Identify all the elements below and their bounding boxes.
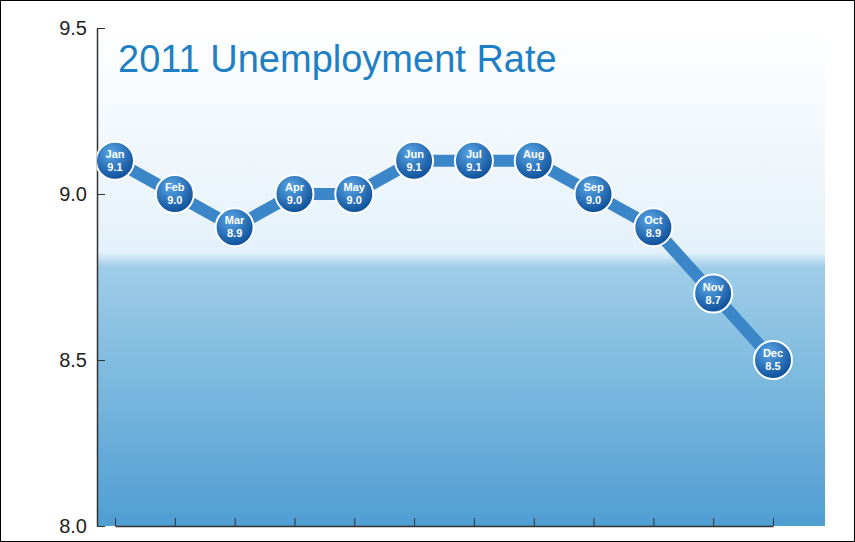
category-label: Jun <box>404 148 424 160</box>
category-label: Dec <box>763 347 783 359</box>
data-label: 9.1 <box>406 161 421 173</box>
x-tick <box>235 518 236 526</box>
category-label: Oct <box>644 214 663 226</box>
x-axis-line <box>116 526 774 528</box>
y-tick-label: 8.0 <box>59 515 87 537</box>
y-tick: 9.5 <box>59 17 105 39</box>
x-tick <box>713 518 714 526</box>
marker <box>395 142 433 180</box>
marker <box>335 175 373 213</box>
x-tick <box>474 518 475 526</box>
category-label: Mar <box>225 214 245 226</box>
data-label: 9.1 <box>526 161 541 173</box>
category-label: Feb <box>165 181 185 193</box>
y-tick-mark <box>97 194 105 195</box>
x-tick-mark <box>474 518 475 526</box>
category-label: May <box>344 181 366 193</box>
marker <box>275 175 313 213</box>
category-label: Nov <box>703 281 725 293</box>
category-label: Jul <box>466 148 482 160</box>
marker <box>754 341 792 379</box>
category-label: Apr <box>285 181 305 193</box>
x-tick-mark <box>294 518 295 526</box>
data-label: 9.0 <box>586 194 601 206</box>
x-tick-mark <box>653 518 654 526</box>
marker <box>694 275 732 313</box>
plot-background <box>97 28 825 526</box>
data-label: 8.9 <box>646 227 661 239</box>
marker <box>455 142 493 180</box>
marker <box>515 142 553 180</box>
plot-marks <box>97 142 792 379</box>
y-tick: 9.0 <box>59 183 105 205</box>
x-tick-mark <box>713 518 714 526</box>
y-axis-line <box>97 29 99 527</box>
x-tick-mark <box>175 518 176 526</box>
y-tick: 8.5 <box>59 349 105 371</box>
y-tick-label: 8.5 <box>59 349 87 371</box>
x-axis <box>116 518 774 527</box>
background <box>0 0 855 542</box>
marker <box>216 208 254 246</box>
x-tick <box>115 518 116 526</box>
data-label: 9.1 <box>107 161 122 173</box>
y-tick-mark <box>97 526 105 527</box>
x-tick-mark <box>534 518 535 526</box>
category-label: Sep <box>583 181 603 193</box>
marker <box>156 175 194 213</box>
x-tick-mark <box>354 518 355 526</box>
title: 2011 Unemployment Rate <box>118 38 557 80</box>
data-label: 8.5 <box>765 360 780 372</box>
x-tick-mark <box>115 518 116 526</box>
x-tick <box>414 518 415 526</box>
data-label: 8.7 <box>706 294 721 306</box>
x-tick-mark <box>773 518 774 526</box>
x-tick <box>594 518 595 526</box>
marker-labels: Jan9.1Feb9.0Mar8.9Apr9.0May9.0Jun9.1Jul9… <box>106 148 784 372</box>
chart: 8.08.59.09.5Jan9.1Feb9.0Mar8.9Apr9.0May9… <box>0 0 855 542</box>
y-axis: 8.0 8.5 9.0 9.5 <box>59 17 105 537</box>
x-tick <box>294 518 295 526</box>
category-label: Aug <box>523 148 544 160</box>
y-tick-mark <box>97 360 105 361</box>
category-label: Jan <box>106 148 125 160</box>
y-tick-label: 9.5 <box>59 17 87 39</box>
data-label: 9.0 <box>167 194 182 206</box>
y-tick: 8.0 <box>59 515 105 537</box>
data-label: 9.1 <box>466 161 481 173</box>
frame <box>1 1 855 542</box>
x-tick <box>653 518 654 526</box>
x-tick-mark <box>594 518 595 526</box>
x-tick <box>773 518 774 526</box>
x-tick-mark <box>235 518 236 526</box>
marker <box>575 175 613 213</box>
data-label: 9.0 <box>347 194 362 206</box>
data-label: 8.9 <box>227 227 242 239</box>
y-tick-label: 9.0 <box>59 183 87 205</box>
x-tick-mark <box>414 518 415 526</box>
marker <box>97 142 134 180</box>
line <box>115 161 773 360</box>
data-label: 9.0 <box>287 194 302 206</box>
marker <box>634 208 672 246</box>
x-tick <box>175 518 176 526</box>
x-tick <box>354 518 355 526</box>
x-tick <box>534 518 535 526</box>
y-tick-mark <box>97 28 105 29</box>
